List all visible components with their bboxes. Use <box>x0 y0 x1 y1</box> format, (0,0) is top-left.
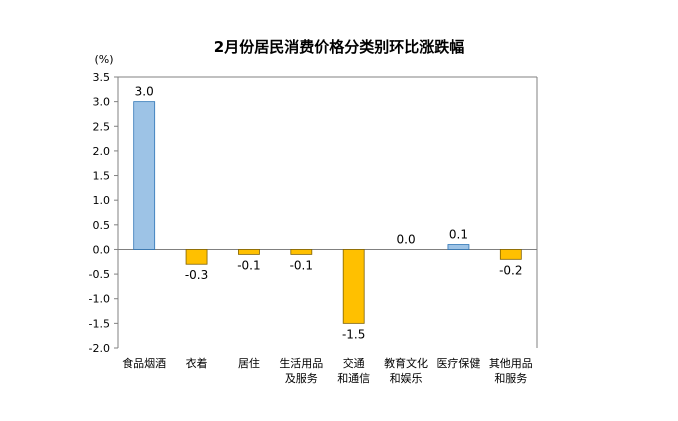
chart-title: 2月份居民消费价格分类别环比涨跌幅 <box>213 38 465 56</box>
category-label-3: 及服务 <box>285 372 318 385</box>
bar-2 <box>238 249 260 255</box>
bar-3 <box>290 249 313 255</box>
data-label-7: -0.2 <box>499 263 522 277</box>
category-label-4: 交通 <box>343 356 365 370</box>
bar-0 <box>133 101 156 250</box>
y-axis-unit: (%) <box>94 53 113 66</box>
category-label-7: 其他用品 <box>489 357 533 370</box>
data-label-2: -0.1 <box>237 258 260 272</box>
data-label-3: -0.1 <box>290 258 313 272</box>
data-label-6: 0.1 <box>449 228 468 242</box>
bar-7 <box>499 249 522 260</box>
y-tick-label: 2.0 <box>93 145 111 158</box>
data-label-1: -0.3 <box>185 268 208 282</box>
category-label-7: 和服务 <box>494 372 527 385</box>
y-tick-label: -2.0 <box>89 342 110 355</box>
y-tick-label: 3.5 <box>93 71 111 84</box>
category-label-5: 和娱乐 <box>390 371 423 385</box>
data-label-5: 0.0 <box>397 232 416 246</box>
category-label-4: 和通信 <box>337 372 370 385</box>
y-tick-label: 1.0 <box>93 194 111 207</box>
bar-1 <box>185 249 208 265</box>
y-tick-label: -0.5 <box>89 268 110 281</box>
y-tick-label: 1.5 <box>93 170 111 183</box>
y-tick-label: -1.0 <box>89 293 110 306</box>
category-label-0: 食品烟酒 <box>122 356 166 370</box>
category-label-5: 教育文化 <box>384 356 428 370</box>
category-label-1: 衣着 <box>186 356 208 370</box>
bar-4 <box>342 249 365 324</box>
y-tick-label: 3.0 <box>93 96 111 109</box>
category-label-2: 居住 <box>238 356 260 370</box>
bar-6 <box>447 244 470 250</box>
category-label-6: 医疗保健 <box>436 356 480 370</box>
y-tick-label: 0.5 <box>93 219 111 232</box>
y-tick-label: -1.5 <box>89 317 110 330</box>
data-label-0: 3.0 <box>135 85 154 99</box>
y-tick-label: 2.5 <box>93 120 111 133</box>
category-label-3: 生活用品 <box>279 356 323 370</box>
data-label-4: -1.5 <box>342 327 365 341</box>
y-tick-label: 0.0 <box>93 243 111 256</box>
